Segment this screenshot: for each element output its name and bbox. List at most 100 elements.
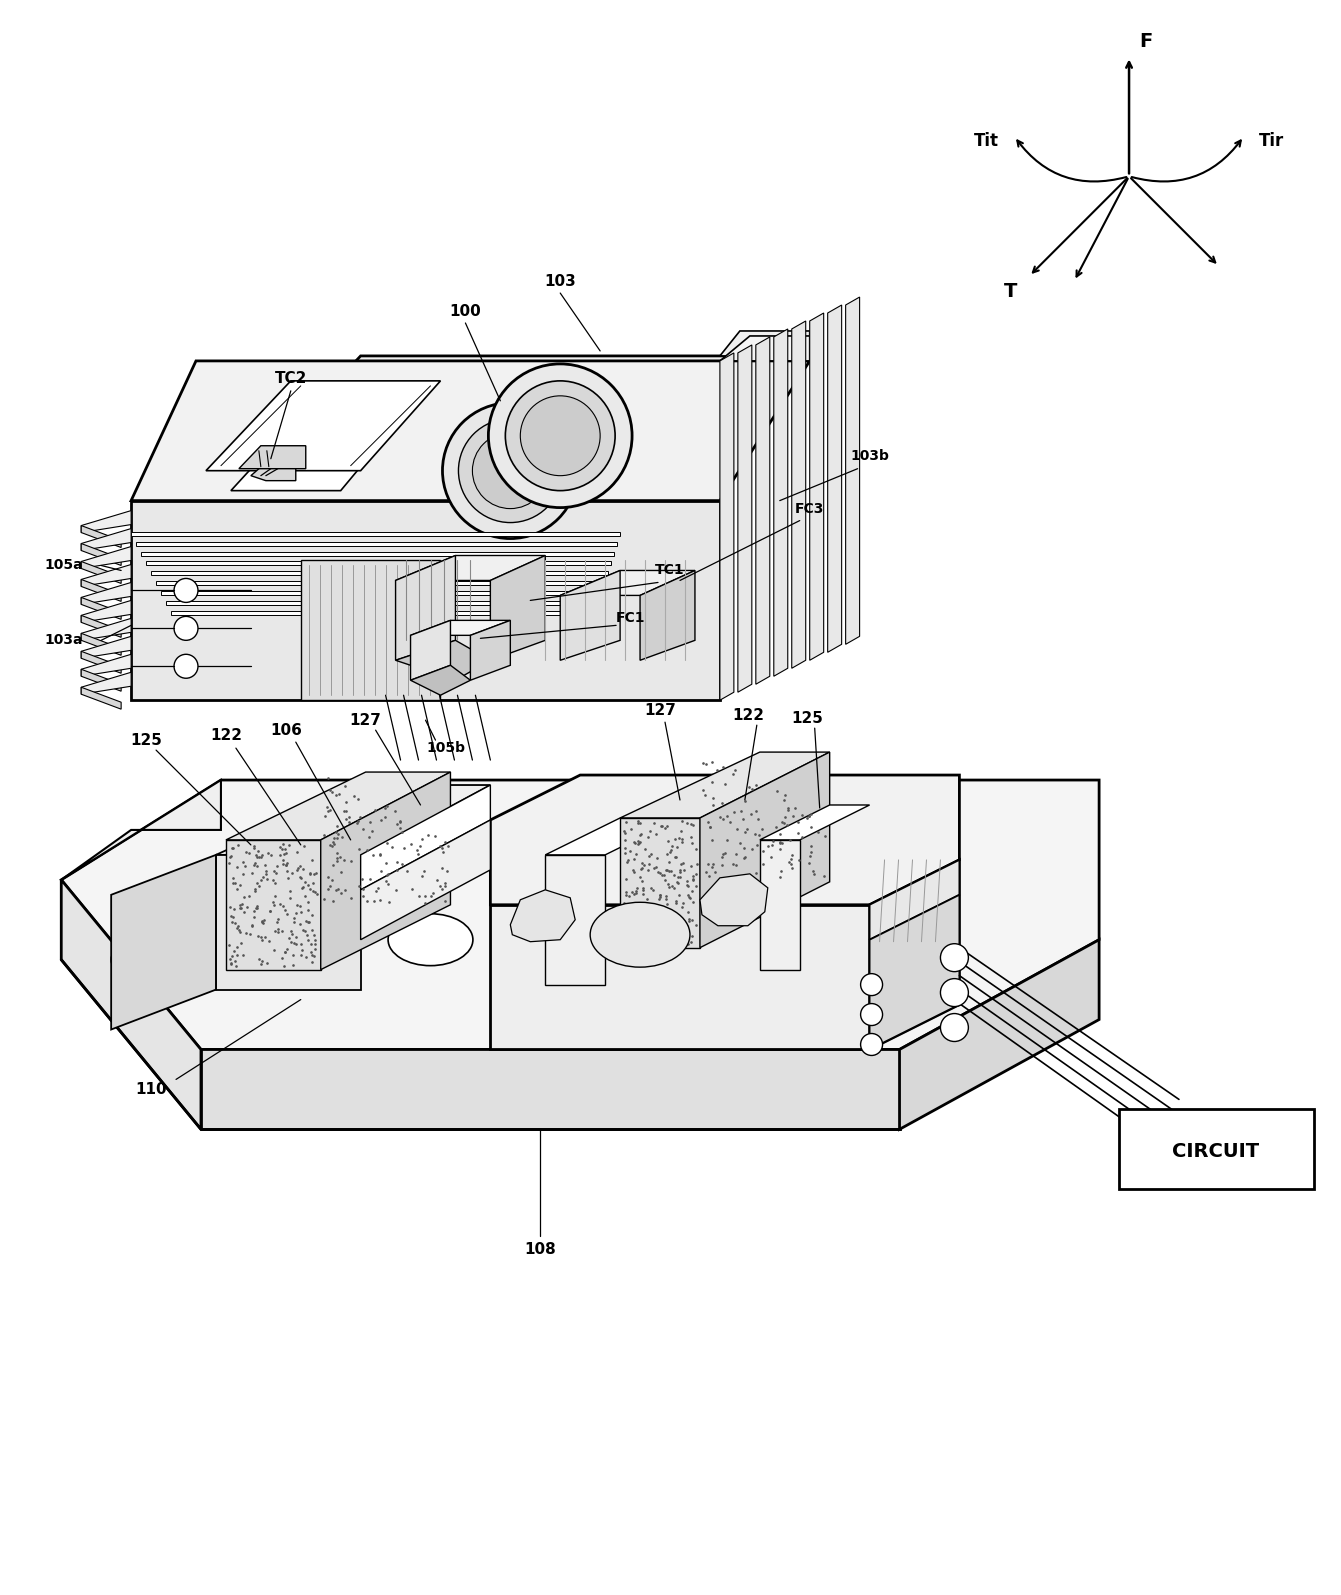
Polygon shape (720, 332, 810, 356)
Polygon shape (869, 895, 959, 1050)
Polygon shape (756, 337, 770, 684)
Polygon shape (131, 360, 810, 501)
Polygon shape (760, 841, 799, 970)
Text: Tir: Tir (1259, 132, 1285, 150)
Polygon shape (82, 544, 121, 566)
Polygon shape (225, 772, 451, 841)
Circle shape (940, 1013, 968, 1042)
Polygon shape (141, 552, 614, 555)
Polygon shape (511, 890, 575, 941)
Circle shape (940, 979, 968, 1006)
Text: 103b: 103b (850, 448, 889, 463)
Text: FC1: FC1 (616, 611, 645, 625)
Text: 103a: 103a (44, 633, 83, 648)
Polygon shape (546, 855, 605, 984)
Circle shape (174, 654, 198, 678)
Polygon shape (82, 547, 131, 568)
FancyBboxPatch shape (1120, 1110, 1314, 1190)
Polygon shape (491, 775, 959, 904)
Text: 106: 106 (270, 723, 302, 737)
Circle shape (861, 1034, 882, 1056)
Polygon shape (700, 753, 830, 947)
Ellipse shape (388, 914, 473, 965)
Polygon shape (320, 772, 451, 970)
Polygon shape (620, 818, 700, 947)
Polygon shape (207, 381, 440, 471)
Polygon shape (62, 880, 201, 1129)
Polygon shape (82, 565, 131, 587)
Polygon shape (791, 321, 806, 668)
Circle shape (520, 396, 601, 475)
Polygon shape (82, 616, 121, 638)
Polygon shape (300, 560, 440, 700)
Circle shape (488, 364, 632, 507)
Polygon shape (166, 601, 599, 606)
Polygon shape (82, 598, 121, 619)
Polygon shape (82, 510, 131, 533)
Polygon shape (760, 805, 869, 841)
Polygon shape (82, 636, 131, 659)
Text: 110: 110 (135, 1081, 166, 1097)
Polygon shape (146, 561, 611, 566)
Polygon shape (396, 555, 546, 581)
Polygon shape (216, 855, 361, 989)
Polygon shape (471, 620, 511, 679)
Polygon shape (640, 571, 695, 660)
Polygon shape (410, 620, 451, 679)
Polygon shape (900, 939, 1100, 1129)
Polygon shape (720, 337, 810, 360)
Text: 125: 125 (130, 732, 162, 748)
Circle shape (174, 579, 198, 603)
Polygon shape (82, 687, 121, 710)
Circle shape (472, 432, 548, 509)
Polygon shape (82, 561, 121, 584)
Polygon shape (111, 855, 216, 1029)
Polygon shape (869, 860, 959, 1050)
Polygon shape (700, 874, 768, 925)
Polygon shape (131, 531, 620, 536)
Polygon shape (620, 753, 830, 818)
Text: TC2: TC2 (275, 372, 307, 386)
Circle shape (443, 404, 578, 539)
Polygon shape (152, 571, 607, 576)
Polygon shape (396, 555, 456, 660)
Polygon shape (231, 431, 390, 491)
Text: Tit: Tit (975, 132, 999, 150)
Polygon shape (82, 651, 121, 673)
Polygon shape (410, 620, 511, 635)
Polygon shape (82, 528, 131, 550)
Circle shape (861, 1003, 882, 1026)
Text: 122: 122 (211, 727, 241, 743)
Text: FC3: FC3 (795, 501, 825, 515)
Polygon shape (82, 579, 121, 601)
Text: 127: 127 (644, 703, 676, 718)
Polygon shape (82, 582, 131, 605)
Polygon shape (161, 592, 602, 595)
Polygon shape (82, 654, 131, 676)
Polygon shape (251, 463, 296, 480)
Circle shape (940, 944, 968, 971)
Polygon shape (720, 352, 734, 700)
Text: 122: 122 (732, 708, 764, 723)
Polygon shape (491, 904, 869, 1050)
Text: T: T (1004, 282, 1018, 300)
Polygon shape (810, 313, 823, 660)
Circle shape (506, 381, 616, 491)
Polygon shape (361, 820, 491, 939)
Text: 100: 100 (449, 303, 481, 319)
Ellipse shape (590, 903, 691, 967)
Polygon shape (82, 633, 121, 656)
Polygon shape (738, 345, 752, 692)
Polygon shape (82, 619, 131, 640)
Polygon shape (172, 611, 597, 616)
Polygon shape (82, 526, 121, 547)
Polygon shape (196, 356, 810, 531)
Polygon shape (561, 571, 695, 595)
Polygon shape (361, 785, 491, 890)
Polygon shape (774, 329, 787, 676)
Polygon shape (82, 600, 131, 622)
Polygon shape (239, 445, 306, 469)
Polygon shape (62, 780, 1100, 1050)
Circle shape (459, 419, 562, 523)
Polygon shape (62, 780, 221, 880)
